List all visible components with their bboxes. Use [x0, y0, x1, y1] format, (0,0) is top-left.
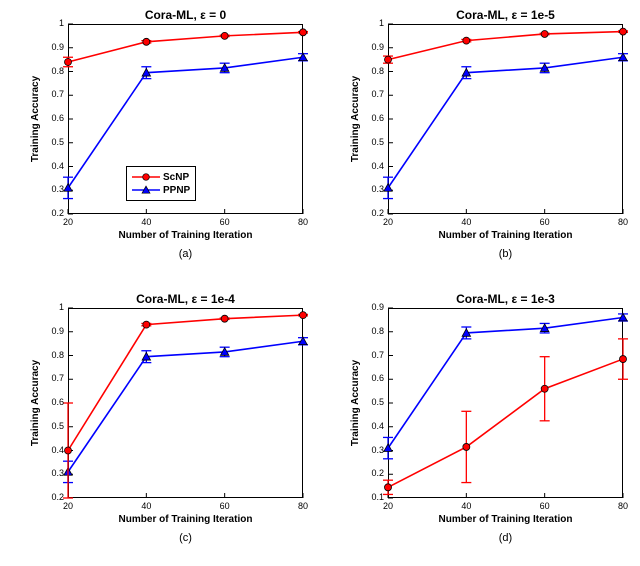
series-line-ppnp — [388, 318, 623, 449]
ytick-label: 0.3 — [371, 445, 384, 455]
xtick-label: 40 — [456, 217, 476, 227]
ytick-label: 0.6 — [371, 113, 384, 123]
plot-svg — [48, 288, 323, 518]
legend-item: ScNP — [132, 171, 190, 183]
series-line-scnp — [68, 32, 303, 62]
ytick-label: 0.8 — [371, 66, 384, 76]
ytick-label: 0.6 — [371, 373, 384, 383]
y-axis-label: Training Accuracy — [30, 348, 41, 458]
ytick-label: 0.5 — [371, 397, 384, 407]
ytick-label: 0.9 — [371, 42, 384, 52]
plot-svg — [368, 288, 640, 518]
marker-scnp — [541, 30, 548, 37]
marker-scnp — [463, 443, 470, 450]
xtick-label: 20 — [58, 501, 78, 511]
y-axis-label: Training Accuracy — [350, 64, 361, 174]
xtick-label: 40 — [136, 501, 156, 511]
xtick-label: 60 — [535, 217, 555, 227]
ytick-label: 0.7 — [51, 373, 64, 383]
xtick-label: 60 — [215, 501, 235, 511]
ytick-label: 0.4 — [51, 445, 64, 455]
ytick-label: 0.6 — [51, 113, 64, 123]
xtick-label: 60 — [215, 217, 235, 227]
ytick-label: 0.2 — [51, 492, 64, 502]
marker-scnp — [463, 37, 470, 44]
xtick-label: 80 — [293, 501, 313, 511]
xtick-label: 80 — [613, 501, 633, 511]
marker-scnp — [65, 447, 72, 454]
panel-sublabel: (b) — [491, 248, 521, 260]
ytick-label: 0.3 — [51, 184, 64, 194]
ytick-label: 0.4 — [51, 161, 64, 171]
x-axis-label: Number of Training Iteration — [416, 514, 596, 525]
ytick-label: 0.3 — [51, 468, 64, 478]
marker-scnp — [385, 56, 392, 63]
marker-scnp — [620, 356, 627, 363]
marker-scnp — [143, 321, 150, 328]
ytick-label: 1 — [59, 302, 64, 312]
ytick-label: 0.6 — [51, 397, 64, 407]
marker-scnp — [385, 484, 392, 491]
plot-svg — [368, 4, 640, 234]
legend-label: ScNP — [163, 172, 189, 183]
marker-scnp — [221, 32, 228, 39]
ytick-label: 0.4 — [371, 161, 384, 171]
marker-scnp — [300, 312, 307, 319]
ytick-label: 1 — [59, 18, 64, 28]
marker-scnp — [143, 38, 150, 45]
panel-sublabel: (d) — [491, 532, 521, 544]
legend-swatch — [132, 184, 160, 196]
marker-scnp — [221, 315, 228, 322]
ytick-label: 0.1 — [371, 492, 384, 502]
xtick-label: 40 — [136, 217, 156, 227]
ytick-label: 0.2 — [371, 208, 384, 218]
ytick-label: 0.5 — [51, 137, 64, 147]
series-line-ppnp — [68, 341, 303, 472]
ytick-label: 0.5 — [371, 137, 384, 147]
xtick-label: 80 — [613, 217, 633, 227]
legend-label: PPNP — [163, 185, 190, 196]
legend-swatch — [132, 171, 160, 183]
y-axis-label: Training Accuracy — [350, 348, 361, 458]
ytick-label: 0.4 — [371, 421, 384, 431]
xtick-label: 40 — [456, 501, 476, 511]
series-line-scnp — [68, 315, 303, 450]
legend: ScNP PPNP — [126, 166, 196, 201]
ytick-label: 0.9 — [51, 326, 64, 336]
xtick-label: 20 — [378, 217, 398, 227]
xtick-label: 20 — [378, 501, 398, 511]
marker-scnp — [620, 28, 627, 35]
ytick-label: 0.8 — [51, 350, 64, 360]
series-line-ppnp — [388, 57, 623, 188]
ytick-label: 0.2 — [51, 208, 64, 218]
ytick-label: 0.8 — [51, 66, 64, 76]
xtick-label: 80 — [293, 217, 313, 227]
marker-scnp — [65, 59, 72, 66]
panel-sublabel: (a) — [171, 248, 201, 260]
panel-sublabel: (c) — [171, 532, 201, 544]
series-line-scnp — [388, 32, 623, 60]
marker-scnp — [541, 385, 548, 392]
xtick-label: 20 — [58, 217, 78, 227]
x-axis-label: Number of Training Iteration — [96, 514, 276, 525]
ytick-label: 0.9 — [51, 42, 64, 52]
xtick-label: 60 — [535, 501, 555, 511]
y-axis-label: Training Accuracy — [30, 64, 41, 174]
figure: Cora-ML, ε = 0204060800.20.30.40.50.60.7… — [0, 0, 640, 566]
legend-item: PPNP — [132, 184, 190, 196]
ytick-label: 0.8 — [371, 326, 384, 336]
x-axis-label: Number of Training Iteration — [96, 230, 276, 241]
marker-scnp — [300, 29, 307, 36]
ytick-label: 0.3 — [371, 184, 384, 194]
ytick-label: 0.7 — [371, 350, 384, 360]
ytick-label: 0.7 — [371, 89, 384, 99]
ytick-label: 1 — [379, 18, 384, 28]
x-axis-label: Number of Training Iteration — [416, 230, 596, 241]
ytick-label: 0.5 — [51, 421, 64, 431]
series-line-scnp — [388, 359, 623, 487]
ytick-label: 0.2 — [371, 468, 384, 478]
ytick-label: 0.7 — [51, 89, 64, 99]
ytick-label: 0.9 — [371, 302, 384, 312]
